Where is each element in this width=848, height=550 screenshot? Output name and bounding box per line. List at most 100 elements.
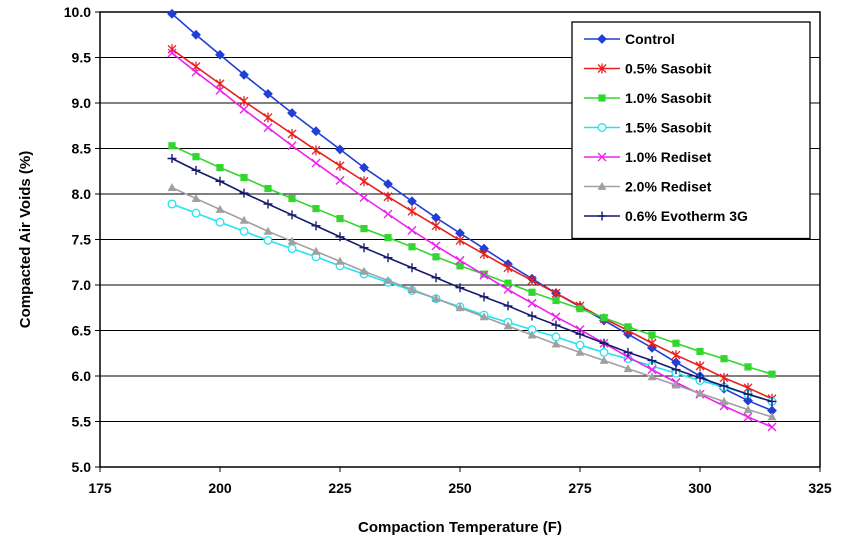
y-tick-label: 6.5 xyxy=(72,323,92,339)
y-tick-label: 5.5 xyxy=(72,414,92,430)
series-line xyxy=(171,13,773,412)
legend-label: 1.0% Sasobit xyxy=(625,90,712,106)
data-point xyxy=(239,104,249,114)
legend-label: 2.0% Rediset xyxy=(625,179,712,195)
series-5 xyxy=(167,48,777,432)
data-point xyxy=(288,194,296,203)
data-point xyxy=(551,332,561,342)
x-tick-label: 200 xyxy=(208,480,232,496)
data-point xyxy=(359,266,369,275)
data-point xyxy=(311,158,321,168)
data-point xyxy=(287,108,297,118)
data-point xyxy=(456,262,464,270)
data-point xyxy=(551,288,561,299)
data-point xyxy=(167,183,177,192)
data-point xyxy=(359,162,369,173)
data-point xyxy=(263,88,273,99)
data-point xyxy=(359,193,369,203)
data-point xyxy=(215,217,225,227)
data-point xyxy=(599,338,609,348)
data-point xyxy=(720,355,728,363)
data-point xyxy=(287,244,297,254)
data-point xyxy=(383,209,393,219)
data-point xyxy=(719,396,729,405)
data-point xyxy=(383,179,393,189)
data-point xyxy=(647,356,657,366)
data-point xyxy=(479,249,489,260)
y-tick-label: 9.5 xyxy=(72,50,92,66)
legend-entry: 1.0% Rediset xyxy=(584,149,712,165)
data-point xyxy=(311,145,321,156)
data-point xyxy=(216,164,224,172)
data-point xyxy=(407,196,417,207)
data-point xyxy=(503,301,513,311)
data-point xyxy=(432,253,440,261)
data-point xyxy=(215,85,225,95)
data-point xyxy=(599,355,609,364)
data-point xyxy=(407,206,417,217)
data-point xyxy=(287,141,297,151)
data-point xyxy=(239,188,249,198)
data-point xyxy=(335,160,345,171)
data-point xyxy=(407,225,417,235)
data-point xyxy=(647,365,657,375)
legend-marker xyxy=(597,34,607,44)
series-7 xyxy=(167,154,777,406)
data-point xyxy=(455,235,465,246)
data-point xyxy=(287,210,297,220)
y-tick-label: 5.0 xyxy=(72,459,92,475)
data-point xyxy=(696,347,704,356)
data-point xyxy=(527,330,537,339)
x-tick-label: 225 xyxy=(328,480,352,496)
data-point xyxy=(479,270,489,280)
data-point xyxy=(336,214,344,223)
x-axis-title: Compaction Temperature (F) xyxy=(358,519,562,536)
data-point xyxy=(359,243,369,253)
y-tick-label: 8.5 xyxy=(72,141,92,157)
data-point xyxy=(648,331,656,339)
data-point xyxy=(575,325,585,335)
data-point xyxy=(551,312,561,322)
data-point xyxy=(576,305,584,313)
data-point xyxy=(191,67,201,77)
data-point xyxy=(215,204,225,213)
data-point xyxy=(215,78,225,89)
legend-label: 0.5% Sasobit xyxy=(625,61,712,77)
data-point xyxy=(528,288,536,296)
x-tick-label: 250 xyxy=(448,480,472,496)
data-point xyxy=(384,234,392,242)
data-point xyxy=(671,365,681,375)
data-point xyxy=(767,422,777,432)
data-point xyxy=(215,49,225,60)
legend-marker xyxy=(597,63,607,74)
data-point xyxy=(239,215,249,224)
data-point xyxy=(335,256,345,265)
data-point xyxy=(623,364,633,373)
data-point xyxy=(623,352,633,362)
data-point xyxy=(600,314,608,322)
data-point xyxy=(623,347,633,357)
legend-marker xyxy=(597,181,607,190)
data-point xyxy=(359,176,369,187)
data-point xyxy=(263,226,273,235)
data-point xyxy=(191,193,201,202)
legend-marker xyxy=(597,123,607,132)
data-point xyxy=(695,360,705,371)
legend-box xyxy=(571,21,811,240)
data-point xyxy=(527,311,537,321)
data-point xyxy=(431,294,441,303)
data-point xyxy=(263,199,273,209)
data-point xyxy=(264,184,272,193)
data-point xyxy=(383,191,393,202)
data-point xyxy=(479,292,489,302)
series-3 xyxy=(168,142,776,378)
data-point xyxy=(287,128,297,139)
data-point xyxy=(624,323,632,331)
legend-label: 0.6% Evotherm 3G xyxy=(625,208,748,224)
data-point xyxy=(719,372,729,383)
data-point xyxy=(167,199,177,209)
y-tick-label: 7.0 xyxy=(72,277,92,293)
y-tick-label: 6.0 xyxy=(72,368,92,384)
data-point xyxy=(743,412,753,422)
